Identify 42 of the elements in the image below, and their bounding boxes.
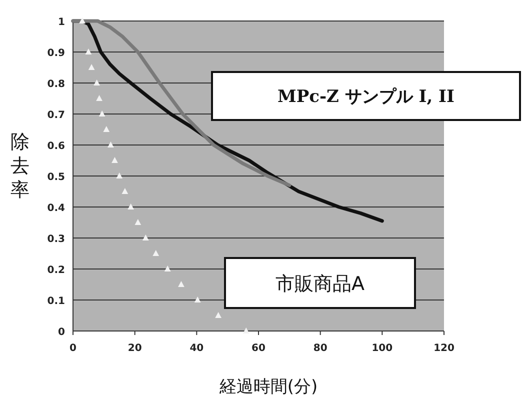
- x-tick-label: 60: [252, 343, 266, 354]
- point: [103, 126, 110, 132]
- y-tick-label: 0.2: [47, 265, 66, 276]
- y-tick-label: 0.3: [47, 234, 66, 245]
- point: [108, 142, 114, 148]
- y-tick-label: 1: [58, 17, 66, 28]
- y-tick-label: 0: [58, 327, 66, 338]
- y-tick-label: 0.4: [47, 203, 66, 214]
- point: [142, 234, 149, 240]
- y-tick-label: 0.5: [47, 172, 66, 183]
- x-tick-label: 80: [313, 343, 328, 354]
- y-tick-label: 0.7: [47, 110, 66, 121]
- point: [152, 250, 160, 256]
- point: [122, 188, 128, 194]
- point: [112, 157, 118, 163]
- point: [134, 219, 142, 225]
- x-tick-label: 20: [128, 343, 142, 354]
- y-tick-label: 0.6: [47, 141, 66, 152]
- y-tick-label: 0.1: [47, 296, 66, 307]
- point: [128, 204, 134, 210]
- y-tick-label: 0.8: [47, 79, 66, 90]
- point: [85, 48, 92, 54]
- y-tick-label: 0.9: [47, 48, 66, 59]
- y-axis-title: 除去率: [10, 131, 30, 201]
- point: [194, 296, 201, 302]
- point: [242, 328, 250, 334]
- x-axis-title: 経過時間(分): [218, 377, 318, 397]
- point: [98, 110, 106, 116]
- x-tick-label: 40: [190, 343, 204, 354]
- point: [79, 18, 86, 24]
- point: [88, 64, 95, 70]
- point: [164, 266, 171, 272]
- x-tick-label: 100: [372, 343, 393, 354]
- x-tick-label: 120: [434, 343, 454, 354]
- x-tick-label: 0: [70, 343, 77, 354]
- point: [116, 172, 123, 178]
- point: [215, 312, 222, 318]
- annotation: 市販商品A: [276, 272, 364, 295]
- point: [178, 281, 184, 287]
- point: [96, 95, 102, 101]
- point: [94, 80, 100, 86]
- annotation: MPc-Z サンプル I, II: [278, 87, 455, 108]
